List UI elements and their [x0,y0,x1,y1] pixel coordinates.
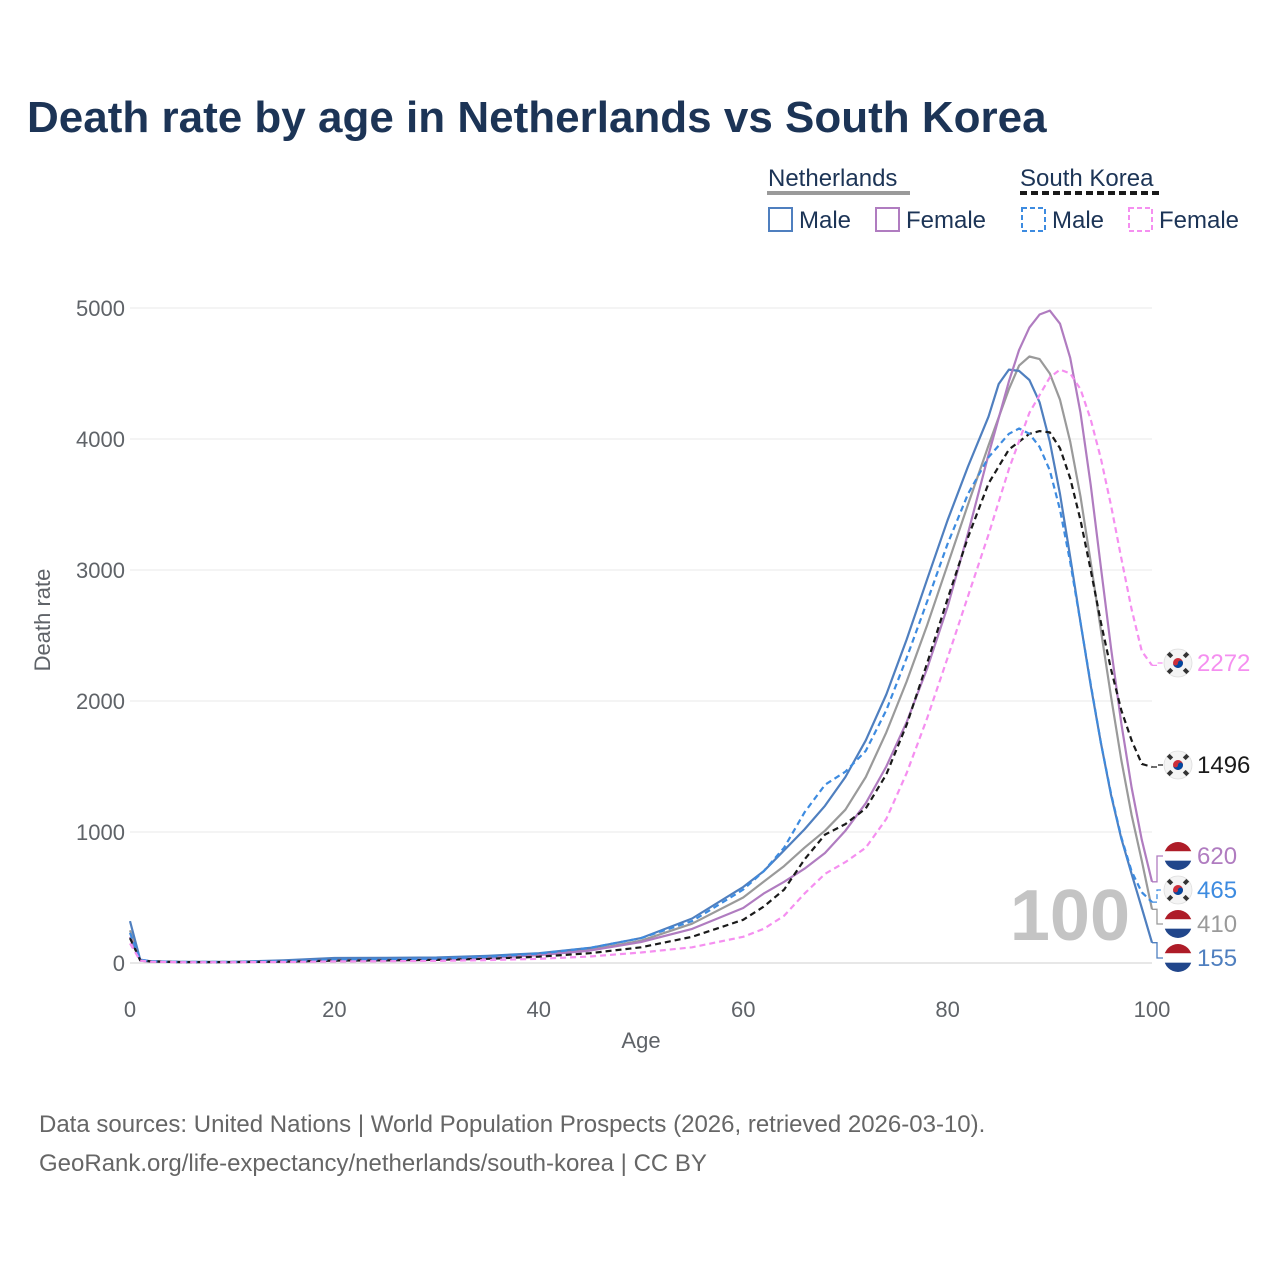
y-tick-label: 2000 [76,689,125,714]
legend-kr-female-label: Female [1159,207,1239,234]
end-label-nl-total: 410 [1197,911,1237,938]
legend-kr-female-swatch [1128,207,1153,232]
source-line-1: Data sources: United Nations | World Pop… [39,1111,985,1138]
netherlands-flag-icon [1164,910,1192,938]
x-tick-label: 0 [124,997,136,1022]
legend-group-netherlands: Netherlands [768,165,897,192]
legend: Netherlands South Korea Male Female Male… [767,165,1239,234]
x-tick-label: 60 [731,997,755,1022]
x-axis-ticks: 0 20 40 60 80 100 [124,997,1170,1022]
series-line-kr-female [129,368,1153,964]
x-tick-label: 40 [527,997,551,1022]
gridlines [130,307,1152,964]
y-tick-label: 0 [113,951,125,976]
source-line-2: GeoRank.org/life-expectancy/netherlands/… [39,1150,707,1177]
x-axis-title: Age [621,1028,660,1053]
legend-nl-male-swatch [768,207,793,232]
series-lines [128,309,1154,964]
south-korea-flag-icon [1163,875,1193,905]
series-line-kr-total [129,430,1153,964]
end-connector-kr-total [1152,764,1163,768]
end-connector-nl-male [1152,942,1163,959]
end-label-kr-female: 2272 [1197,650,1250,677]
series-line-nl-total [128,355,1154,964]
legend-nl-female-label: Female [906,207,986,234]
end-label-nl-female: 620 [1197,843,1237,870]
end-label-kr-male: 465 [1197,877,1237,904]
end-connector-nl-total [1152,908,1163,925]
series-line-nl-female [128,309,1154,964]
y-axis-title: Death rate [30,569,55,672]
end-connector-nl-female [1152,855,1163,883]
end-label-kr-total: 1496 [1197,752,1250,779]
end-connector-kr-male [1152,889,1163,903]
y-tick-label: 1000 [76,820,125,845]
end-label-nl-male: 155 [1197,945,1237,972]
x-tick-label: 80 [935,997,959,1022]
age-watermark: 100 [1010,876,1130,956]
netherlands-flag-icon [1164,944,1192,972]
legend-nl-female-swatch [875,207,900,232]
x-tick-label: 100 [1134,997,1171,1022]
series-line-kr-male [128,427,1153,964]
legend-group-south-korea: South Korea [1020,165,1154,192]
south-korea-flag-icon [1163,648,1193,678]
legend-nl-male-label: Male [799,207,851,234]
legend-kr-male-label: Male [1052,207,1104,234]
series-line-nl-male [128,368,1154,963]
x-tick-label: 20 [322,997,346,1022]
south-korea-flag-icon [1163,750,1193,780]
y-tick-label: 5000 [76,296,125,321]
chart-title: Death rate by age in Netherlands vs Sout… [27,93,1047,142]
y-axis-ticks: 0 1000 2000 3000 4000 5000 [76,296,125,976]
end-labels: 410 155 620 1496 465 2272 [1152,648,1250,972]
y-tick-label: 3000 [76,558,125,583]
legend-kr-male-swatch [1021,207,1046,232]
netherlands-flag-icon [1164,842,1192,870]
end-connector-kr-female [1152,662,1163,667]
y-tick-label: 4000 [76,427,125,452]
